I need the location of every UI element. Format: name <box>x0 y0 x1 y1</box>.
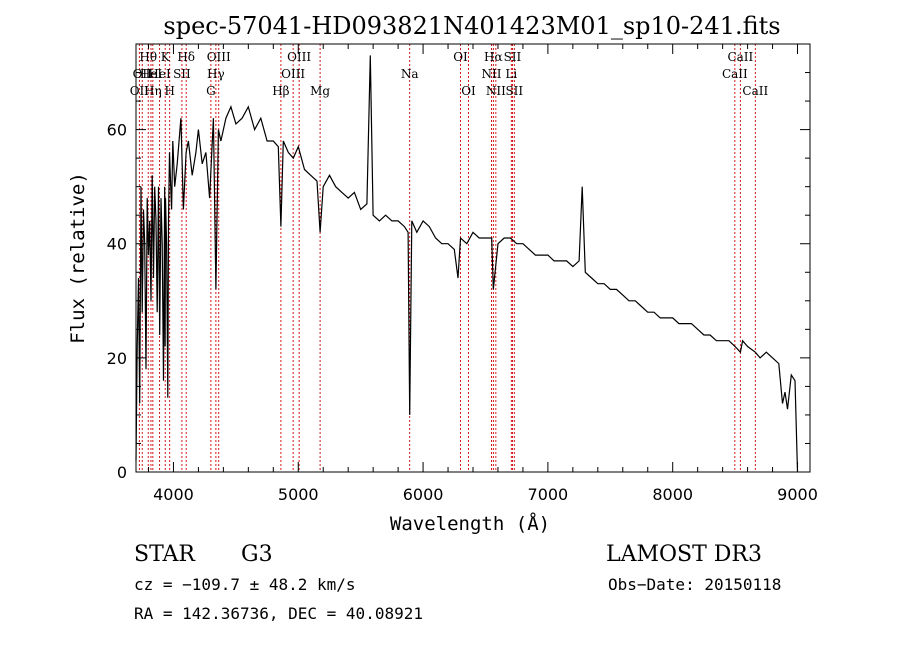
chart-title: spec-57041-HD093821N401423M01_sp10-241.f… <box>163 12 780 40</box>
observation-date: Obs−Date: 20150118 <box>608 575 781 594</box>
redshift-velocity: cz = −109.7 ± 48.2 km/s <box>134 575 356 594</box>
y-tick-label: 20 <box>107 349 127 368</box>
y-tick-label: 40 <box>107 235 127 254</box>
spectral-line-label: Hθ <box>139 50 157 64</box>
spectral-line-label: SII <box>173 67 191 81</box>
spectral-line-label: Hδ <box>177 50 195 64</box>
spectral-line-label: Mg <box>310 84 330 98</box>
spectral-line-label: SII <box>505 84 523 98</box>
spectral-line-label: OI <box>461 84 476 98</box>
x-tick-label: 7000 <box>528 485 569 504</box>
x-axis-label: Wavelength (Å) <box>390 512 550 535</box>
spectral-line-label: HeI <box>140 67 163 81</box>
x-tick-label: 6000 <box>403 485 444 504</box>
spectral-line-label: OI <box>453 50 468 64</box>
spectral-line-label: Hγ <box>207 67 225 81</box>
spectral-line-label: OII <box>133 67 153 81</box>
y-axis-label: Flux (relative) <box>67 172 89 344</box>
spectral-line-label: OIII <box>207 50 231 64</box>
spectral-line-label: Li <box>505 67 517 81</box>
spectral-line-label: NII <box>486 84 506 98</box>
spectral-line-label: Na <box>401 67 419 81</box>
x-tick-label: 8000 <box>652 485 693 504</box>
spectral-line-label: OII <box>130 84 150 98</box>
spectral-line-label: Hβ <box>272 84 289 98</box>
y-axis-ticks: 0 20 40 60 <box>107 72 810 482</box>
spectral-line-label: CaII <box>727 50 753 64</box>
plot-frame <box>135 43 811 473</box>
spectral-line-label: Hη <box>144 84 162 98</box>
spectral-line-label: CaII <box>742 84 768 98</box>
y-tick-label: 60 <box>107 121 127 140</box>
spectral-line-label: OIII <box>287 50 311 64</box>
object-class: STAR <box>134 542 196 567</box>
spectral-line-label: K <box>161 50 171 64</box>
y-tick-label: 0 <box>117 463 127 482</box>
spectral-line-labels: OII OII Hθ HeI Hη HeI K H SII Hδ G Hγ OIII Hβ OIII OIII… <box>130 50 769 98</box>
object-subclass: G3 <box>241 542 273 567</box>
spectral-line-label: CaII <box>722 67 748 81</box>
x-axis-ticks: 4000 5000 6000 7000 8000 9000 <box>147 44 818 504</box>
x-tick-label: 5000 <box>278 485 319 504</box>
survey-name: LAMOST DR3 <box>606 542 762 567</box>
spectral-line-label: G <box>206 84 216 98</box>
spectrum-series-line <box>135 55 799 473</box>
spectral-line-label: OIII <box>281 67 305 81</box>
spectral-line-markers <box>138 44 756 472</box>
spectral-line-label: NII <box>481 67 501 81</box>
spectral-line-label: H <box>164 84 174 98</box>
spectral-line-label: Hα <box>484 50 503 64</box>
sky-coordinates: RA = 142.36736, DEC = 40.08921 <box>134 604 423 623</box>
spectral-line-label: HeI <box>148 67 171 81</box>
x-tick-label: 4000 <box>153 485 194 504</box>
spectral-line-label: SII <box>504 50 522 64</box>
x-tick-label: 9000 <box>777 485 818 504</box>
